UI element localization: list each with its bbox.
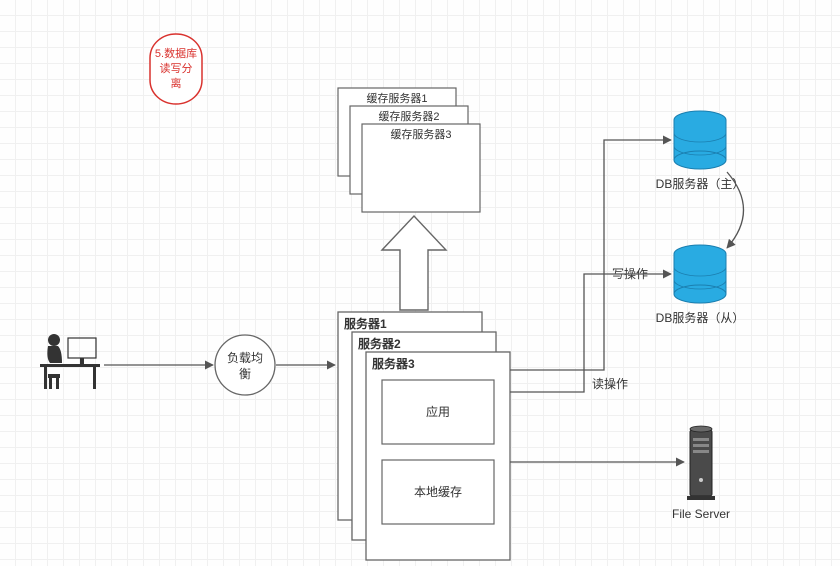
cache1-label: 缓存服务器1 xyxy=(366,91,427,105)
load-balancer-node: 负载均 衡 xyxy=(215,335,275,395)
edge-read xyxy=(510,274,671,392)
badge-line2: 读写分 xyxy=(160,61,193,75)
diagram-canvas: 5.数据库 读写分 离 负载均 衡 缓存服务器1 缓存服务器2 缓存服务器3 xyxy=(0,0,840,566)
file-server-label: File Server xyxy=(672,507,730,521)
user-icon xyxy=(40,334,100,389)
db-slave-label: DB服务器（从） xyxy=(656,310,745,325)
title-badge: 5.数据库 读写分 离 xyxy=(150,34,202,104)
badge-line3: 离 xyxy=(171,76,182,90)
diagram-svg: 5.数据库 读写分 离 负载均 衡 缓存服务器1 缓存服务器2 缓存服务器3 xyxy=(0,0,840,566)
srv3-label: 服务器3 xyxy=(372,356,415,371)
localcache-label: 本地缓存 xyxy=(414,485,462,499)
lb-label-2: 衡 xyxy=(239,367,251,381)
cache3-label: 缓存服务器3 xyxy=(390,127,451,141)
srv2-label: 服务器2 xyxy=(358,336,401,351)
edge-write xyxy=(510,140,671,370)
lb-label-1: 负载均 xyxy=(227,351,263,365)
read-label: 读操作 xyxy=(592,376,628,391)
server-stack: 服务器1 服务器2 服务器3 应用 本地缓存 xyxy=(338,312,510,560)
file-server xyxy=(687,426,715,500)
app-label: 应用 xyxy=(426,404,450,419)
badge-line1: 5.数据库 xyxy=(155,46,197,60)
db-slave xyxy=(674,245,726,303)
db-master xyxy=(674,111,726,169)
srv1-label: 服务器1 xyxy=(344,316,387,331)
cache-stack: 缓存服务器1 缓存服务器2 缓存服务器3 xyxy=(338,88,480,212)
cache2-label: 缓存服务器2 xyxy=(378,109,439,123)
big-up-arrow xyxy=(382,216,446,310)
db-master-label: DB服务器（主） xyxy=(656,176,745,191)
